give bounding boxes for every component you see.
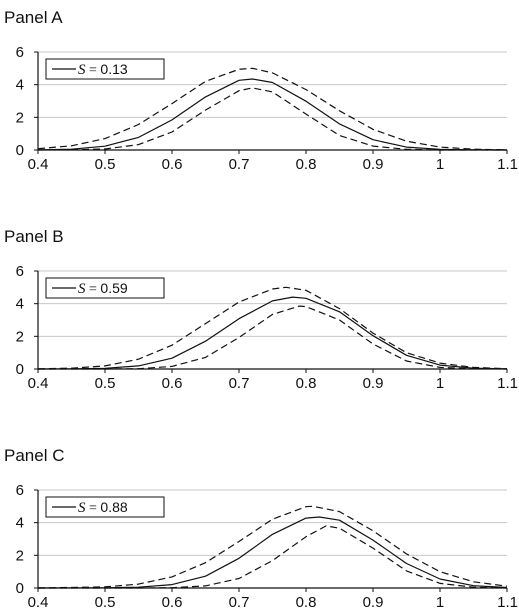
y-tick-label: 0 bbox=[16, 142, 24, 159]
series-line-dashed bbox=[37, 67, 508, 151]
x-tick-label: 0.6 bbox=[162, 375, 183, 392]
legend-label: S = 0.88 bbox=[78, 499, 128, 516]
legend-label: S = 0.13 bbox=[78, 61, 128, 78]
series-line-dashed bbox=[38, 525, 508, 589]
legend-value: 0.13 bbox=[100, 61, 127, 77]
y-tick-label: 4 bbox=[16, 296, 24, 313]
x-tick-label: 0.5 bbox=[95, 375, 116, 392]
series-line-dashed bbox=[38, 305, 508, 370]
panel-1: Panel A 0 2 4 6 0.4 0.5 0.6 0.7 0.8 0.9 1 1.1 S = 0.1… bbox=[4, 8, 518, 173]
x-tick-label: 0.8 bbox=[296, 375, 317, 392]
series-line-solid bbox=[37, 516, 508, 589]
x-tick-label: 0.6 bbox=[162, 156, 183, 173]
y-tick-label: 6 bbox=[16, 482, 24, 499]
x-tick-label: 0.4 bbox=[28, 156, 49, 173]
legend-variable: S bbox=[78, 62, 86, 78]
legend-box bbox=[45, 277, 165, 299]
panel-2: Panel B 0 2 4 6 0.4 0.5 0.6 0.7 0.8 0.9 1 1.1 S = 0.5… bbox=[4, 227, 518, 392]
legend-variable: S bbox=[78, 500, 86, 516]
panel-label: Panel B bbox=[4, 227, 64, 246]
legend-variable: S bbox=[78, 281, 86, 297]
y-tick-label: 0 bbox=[16, 361, 24, 378]
x-tick-label: 1 bbox=[436, 156, 444, 173]
x-tick-label: 0.9 bbox=[363, 375, 384, 392]
x-tick-label: 0.8 bbox=[296, 594, 317, 611]
series-line-dashed bbox=[37, 87, 507, 151]
x-tick-label: 0.4 bbox=[28, 594, 49, 611]
x-tick-label: 0.5 bbox=[95, 594, 116, 611]
legend-value: 0.59 bbox=[100, 280, 127, 296]
y-tick-label: 2 bbox=[16, 109, 24, 126]
x-tick-label: 1 bbox=[436, 594, 444, 611]
x-tick-label: 0.5 bbox=[95, 156, 116, 173]
panel-3: Panel C 0 2 4 6 0.4 0.5 0.6 0.7 0.8 0.9 1 1.1 S = 0.8… bbox=[4, 446, 518, 611]
series-line-solid bbox=[37, 78, 508, 151]
x-tick-label: 0.9 bbox=[363, 594, 384, 611]
panel-label: Panel A bbox=[4, 8, 63, 27]
y-tick-label: 2 bbox=[16, 547, 24, 564]
x-tick-label: 0.8 bbox=[296, 156, 317, 173]
x-tick-label: 1.1 bbox=[497, 375, 518, 392]
y-tick-label: 0 bbox=[16, 580, 24, 597]
legend-box bbox=[45, 58, 165, 80]
x-tick-label: 0.6 bbox=[162, 594, 183, 611]
x-tick-label: 1 bbox=[436, 375, 444, 392]
x-tick-label: 0.4 bbox=[28, 375, 49, 392]
y-tick-label: 6 bbox=[16, 263, 24, 280]
x-tick-label: 1.1 bbox=[497, 594, 518, 611]
x-tick-label: 0.9 bbox=[363, 156, 384, 173]
legend-box bbox=[45, 496, 165, 518]
y-tick-label: 4 bbox=[16, 515, 24, 532]
x-tick-label: 0.7 bbox=[229, 594, 250, 611]
series-line-solid bbox=[37, 296, 508, 370]
series-line-dashed bbox=[37, 505, 508, 589]
x-tick-label: 0.7 bbox=[229, 375, 250, 392]
series-line-dashed bbox=[37, 286, 508, 370]
legend-label: S = 0.59 bbox=[78, 280, 128, 297]
x-tick-label: 0.7 bbox=[229, 156, 250, 173]
y-tick-label: 6 bbox=[16, 44, 24, 61]
y-tick-label: 4 bbox=[16, 77, 24, 94]
y-tick-label: 2 bbox=[16, 328, 24, 345]
x-tick-label: 1.1 bbox=[497, 156, 518, 173]
legend-value: 0.88 bbox=[100, 499, 127, 515]
panel-label: Panel C bbox=[4, 446, 64, 465]
